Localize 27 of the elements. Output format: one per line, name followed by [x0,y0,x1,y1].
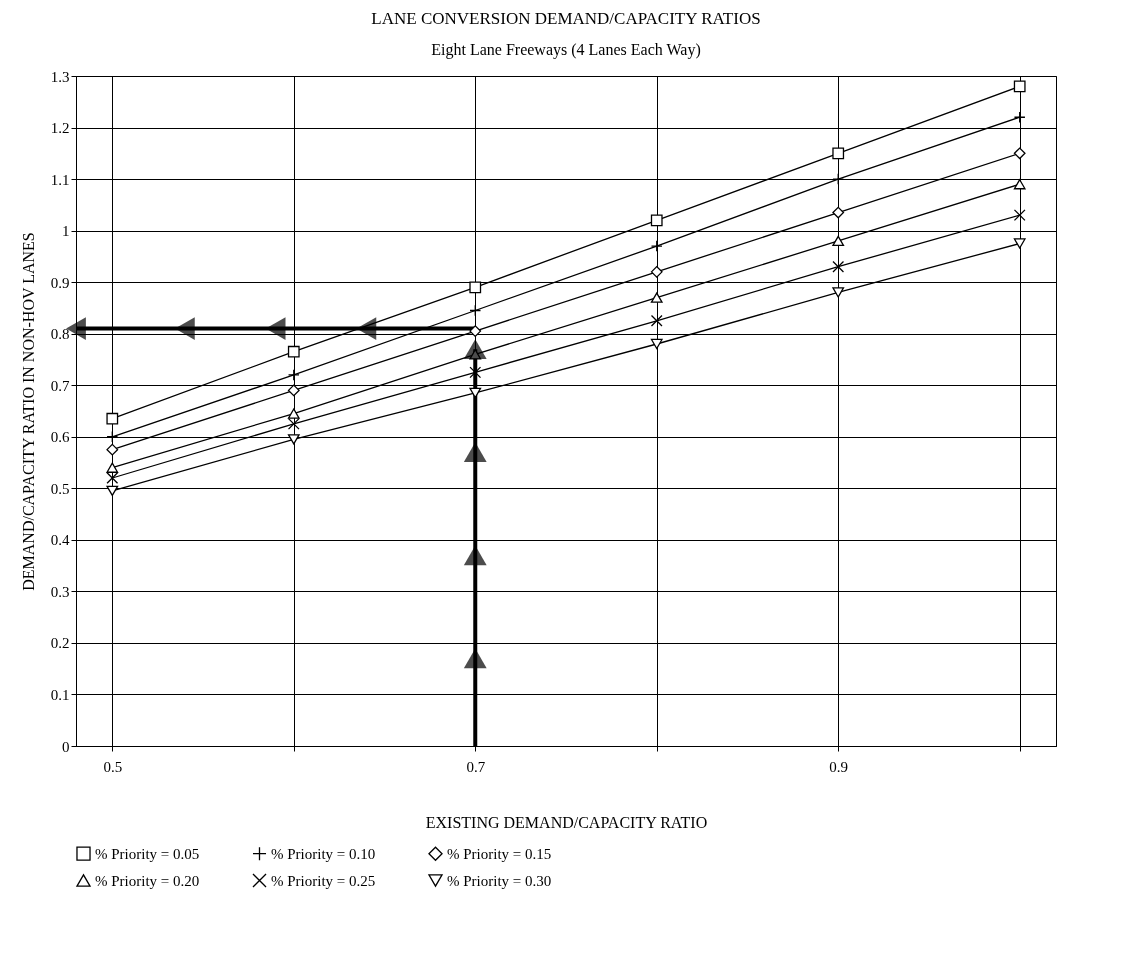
x-tick-label: 0.7 [466,758,486,775]
y-tick-label: 0.9 [50,274,70,291]
y-tick-label: 0 [62,738,70,755]
y-tick-label: 0.1 [50,686,70,703]
y-tick-label: 0.3 [50,583,70,600]
legend-label: % Priority = 0.15 [447,845,552,862]
y-tick-label: 0.2 [50,635,70,652]
y-axis-title: DEMAND/CAPACITY RATIO IN NON-HOV LANES [19,232,37,591]
chart-title: LANE CONVERSION DEMAND/CAPACITY RATIOS [371,9,761,28]
y-tick-label: 1.3 [50,68,70,85]
chart-subtitle: Eight Lane Freeways (4 Lanes Each Way) [431,41,701,59]
legend-label: % Priority = 0.25 [271,872,376,889]
legend-label: % Priority = 0.20 [95,872,200,889]
y-tick-label: 0.7 [50,377,70,394]
x-tick-label: 0.9 [829,758,849,775]
y-tick-label: 0.8 [50,326,70,343]
legend-label: % Priority = 0.30 [447,872,552,889]
legend-label: % Priority = 0.05 [95,845,200,862]
y-tick-label: 0.4 [50,532,70,549]
y-tick-label: 0.5 [50,480,70,497]
y-tick-label: 1.1 [50,171,70,188]
y-tick-label: 1 [62,223,70,240]
x-tick-label: 0.5 [103,758,123,775]
legend-label: % Priority = 0.10 [271,845,376,862]
x-axis-title: EXISTING DEMAND/CAPACITY RATIO [425,813,708,831]
y-tick-label: 0.6 [50,429,70,446]
y-tick-label: 1.2 [50,120,70,137]
